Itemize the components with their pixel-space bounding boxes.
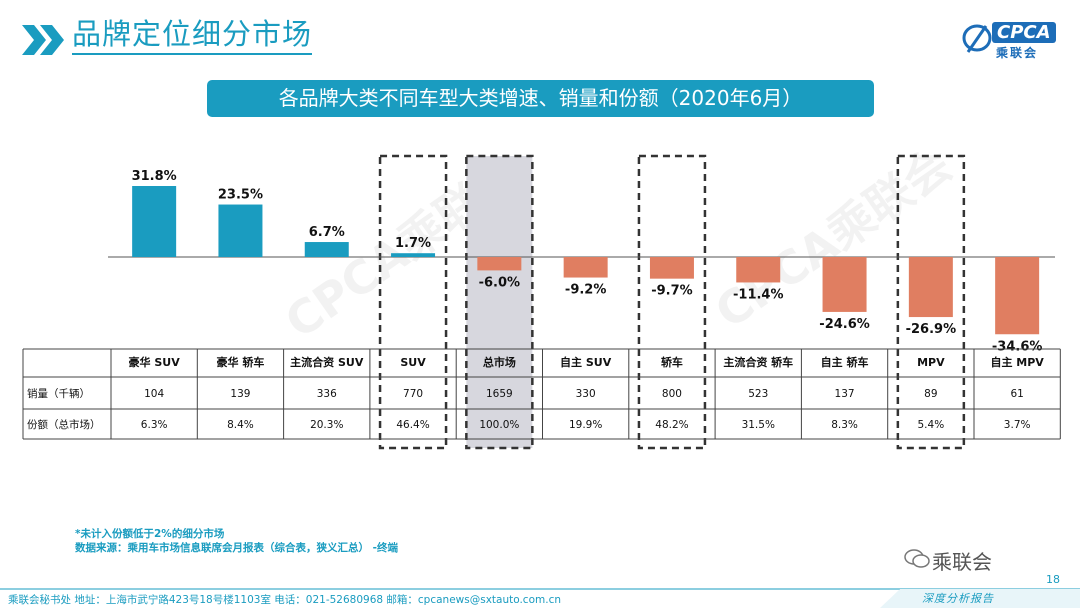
page-number: 18 (1046, 573, 1060, 586)
highlight-box (637, 154, 707, 450)
category-label: 自主 轿车 (821, 355, 869, 369)
footer-tagline: 深度分析报告 (922, 592, 994, 605)
table-cell: 61 (1010, 388, 1023, 400)
row-label: 销量（千辆） (27, 387, 90, 400)
highlight-box (378, 154, 448, 450)
table-cell: 523 (748, 388, 768, 400)
table-cell: 20.3% (310, 419, 343, 431)
footnote-exclusion: *未计入份额低于2%的细分市场 (75, 528, 225, 540)
data-label: -24.6% (819, 317, 870, 332)
footer-bar (0, 588, 1080, 608)
logo-text: CPCA (992, 22, 1056, 43)
bar (822, 257, 867, 312)
table-cell: 3.7% (1004, 419, 1031, 431)
table-cell: 5.4% (918, 419, 945, 431)
data-label: 6.7% (309, 225, 345, 240)
category-label: 自主 MPV (990, 355, 1044, 369)
category-label: 主流合资 轿车 (723, 355, 793, 369)
table-cell: 6.3% (141, 419, 168, 431)
data-label: -26.9% (906, 322, 957, 337)
data-label: -9.7% (651, 284, 692, 299)
table-cell: 48.2% (655, 419, 688, 431)
category-label: 豪华 轿车 (217, 355, 265, 369)
wechat-icon (904, 549, 930, 568)
footnote-source: 数据来源：乘用车市场信息联席会月报表（综合表，狭义汇总） -终端 (75, 542, 399, 554)
table-cell: 19.9% (569, 419, 602, 431)
data-label: -6.0% (479, 275, 520, 290)
table-cell: 31.5% (742, 419, 775, 431)
cpca-logo-icon (962, 24, 992, 53)
data-label: -11.4% (733, 287, 784, 302)
category-label: 轿车 (661, 355, 683, 369)
page-title: 品牌定位细分市场 (72, 17, 313, 56)
bar (132, 186, 177, 257)
table-cell: 800 (662, 388, 682, 400)
bar (391, 253, 436, 257)
data-label: 23.5% (218, 188, 263, 203)
highlight-box (896, 154, 966, 450)
category-label: 自主 SUV (560, 355, 612, 369)
category-label: 总市场 (483, 355, 516, 369)
chart-banner-title: 各品牌大类不同车型大类增速、销量和份额（2020年6月） (207, 80, 874, 117)
category-label: MPV (917, 356, 945, 369)
table-cell: 89 (924, 388, 937, 400)
table-cell: 1659 (486, 388, 513, 400)
highlight-box (465, 154, 534, 450)
table-cell: 46.4% (396, 419, 429, 431)
category-label: 豪华 SUV (129, 355, 181, 369)
category-label: 主流合资 SUV (290, 355, 364, 369)
table-cell: 330 (576, 388, 596, 400)
table-cell: 137 (835, 388, 855, 400)
table-cell: 8.4% (227, 419, 254, 431)
category-label: SUV (400, 356, 426, 369)
bar (304, 242, 349, 257)
table-cell: 8.3% (831, 419, 858, 431)
bar (995, 257, 1040, 335)
table-cell: 100.0% (479, 419, 519, 431)
wechat-account: 乘联会 (932, 550, 992, 574)
data-label: -34.6% (992, 339, 1043, 354)
bar (908, 257, 953, 318)
table-cell: 770 (403, 388, 423, 400)
table-cell: 336 (317, 388, 337, 400)
bar (563, 257, 608, 278)
data-label: 1.7% (395, 236, 431, 251)
data-label: 31.8% (132, 169, 177, 184)
bar (649, 257, 694, 279)
data-label: -9.2% (565, 283, 606, 298)
footer-address: 乘联会秘书处 地址：上海市武宁路423号18号楼1103室 电话：021-526… (8, 594, 562, 606)
table-cell: 104 (144, 388, 164, 400)
logo-subtitle: 乘联会 (996, 46, 1039, 60)
bar (218, 204, 263, 257)
table-cell: 139 (230, 388, 250, 400)
bar (477, 257, 522, 271)
bar (736, 257, 781, 283)
row-label: 份额（总市场） (27, 418, 101, 431)
chevron-icon (22, 25, 64, 55)
